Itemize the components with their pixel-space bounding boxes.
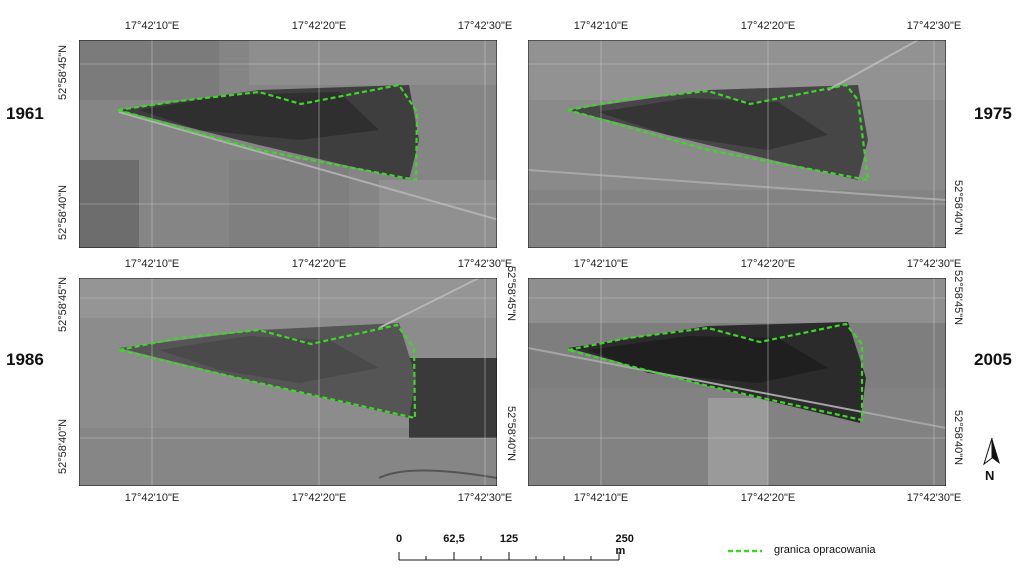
scale-label: 0 [395, 533, 403, 545]
lon-label: 17°42'30"E [457, 492, 513, 504]
study-boundary-2005 [567, 322, 864, 422]
study-boundary-1961 [117, 83, 419, 182]
lat-label: 52°58'40"N [57, 184, 69, 240]
year-label-1975: 1975 [974, 104, 1012, 123]
lat-label: 52°58'40"N [952, 180, 964, 236]
scale-label: 250 m [615, 533, 634, 557]
aerial-photo-1986 [79, 278, 497, 486]
lat-label: 52°58'45"N [57, 276, 69, 332]
study-boundary-1975 [567, 83, 870, 182]
year-label-1961: 1961 [6, 104, 44, 123]
lon-label: 17°42'20"E [291, 20, 347, 32]
aerial-photo-1975 [528, 40, 946, 248]
lat-label: 52°58'45"N [57, 44, 69, 100]
lat-label: 52°58'45"N [952, 270, 964, 326]
lon-label: 17°42'30"E [457, 20, 513, 32]
map-panel-1986: 17°42'10"E 17°42'20"E 17°42'30"E 17°42'1… [57, 258, 517, 504]
lon-label: 17°42'20"E [740, 492, 796, 504]
lon-label: 17°42'10"E [573, 258, 629, 270]
scale-label: 62,5 [443, 533, 465, 545]
lon-label: 17°42'20"E [740, 20, 796, 32]
map-panel-1975: 17°42'10"E 17°42'20"E 17°42'30"E 52°58'4… [528, 20, 964, 248]
study-boundary-1986 [118, 323, 417, 420]
lon-label: 17°42'10"E [124, 20, 180, 32]
lon-label: 17°42'10"E [124, 492, 180, 504]
lat-label: 52°58'45"N [505, 266, 517, 322]
north-arrow: N [982, 437, 1002, 490]
legend-label: granica opracowania [774, 544, 876, 556]
scale-label: 125 [499, 533, 519, 545]
lon-label: 17°42'20"E [291, 258, 347, 270]
lon-label: 17°42'10"E [573, 20, 629, 32]
north-letter: N [985, 468, 995, 483]
scale-bar-graphic [398, 552, 620, 561]
lon-label: 17°42'30"E [906, 492, 962, 504]
lon-label: 17°42'10"E [573, 492, 629, 504]
legend: granica opracowania [728, 542, 928, 562]
lon-label: 17°42'30"E [906, 20, 962, 32]
lat-label: 52°58'40"N [57, 418, 69, 474]
lon-label: 17°42'10"E [124, 258, 180, 270]
year-label-1986: 1986 [6, 350, 44, 369]
scale-bar: 0 62,5 125 250 m [390, 533, 650, 573]
lat-label: 52°58'40"N [952, 410, 964, 466]
lat-label: 52°58'40"N [505, 406, 517, 462]
year-label-2005: 2005 [974, 350, 1012, 369]
aerial-photo-2005 [528, 278, 946, 486]
lon-label: 17°42'20"E [291, 492, 347, 504]
lon-label: 17°42'30"E [457, 258, 513, 270]
aerial-photo-1961 [79, 40, 497, 248]
map-panel-2005: 17°42'10"E 17°42'20"E 17°42'30"E 17°42'1… [528, 258, 964, 504]
lon-label: 17°42'30"E [906, 258, 962, 270]
map-panel-1961: 17°42'10"E 17°42'20"E 17°42'30"E 52°58'4… [57, 20, 512, 248]
lon-label: 17°42'20"E [740, 258, 796, 270]
legend-boundary-swatch [728, 549, 762, 553]
north-arrow-icon [983, 437, 1000, 466]
